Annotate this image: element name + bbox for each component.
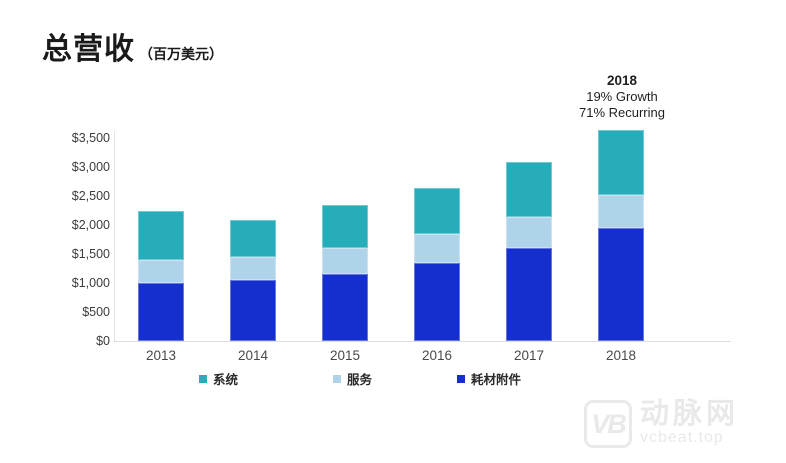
legend-item-systems: 系统 [199, 369, 238, 388]
bar-2015-services [322, 248, 368, 275]
bar-2015-systems [322, 205, 368, 249]
watermark-name: 动脉网 [640, 398, 740, 430]
page-title-unit: （百万美元） [139, 46, 223, 62]
bar-2018-systems [598, 129, 644, 195]
y-tick-label: $1,000 [71, 275, 110, 290]
bar-2017-services [506, 216, 552, 249]
instruments-accessories-legend-swatch [457, 374, 465, 383]
bar-2013-instruments-accessories [138, 283, 184, 341]
chart-title: 总营收 （百万美元） [42, 24, 223, 68]
y-tick-label: $3,000 [71, 159, 110, 174]
bar-2014-services [230, 257, 276, 281]
systems-legend-swatch [199, 374, 207, 383]
y-tick-label: $0 [96, 333, 110, 348]
bar-2016-services [414, 233, 460, 263]
bar-2015-instruments-accessories [322, 274, 368, 341]
x-tick-label-2017: 2017 [513, 348, 545, 363]
y-tick-label: $500 [82, 304, 110, 319]
bar-2013 [138, 210, 184, 341]
bar-2017-instruments-accessories [506, 248, 552, 341]
x-tick-label-2018: 2018 [605, 348, 637, 363]
page-title: 总营收 [42, 33, 135, 66]
watermark-url: vcbeat.top [640, 429, 724, 446]
bar-2014-systems [230, 219, 276, 258]
annotation-year: 2018 [606, 73, 638, 88]
legend-item-instruments-accessories: 耗材附件 [457, 369, 521, 388]
vb-logo-icon: VB [584, 400, 632, 448]
services-legend-label: 服务 [347, 373, 373, 387]
bar-2013-services [138, 260, 184, 284]
bar-2017 [506, 161, 552, 341]
annotation-growth: 19% Growth [586, 89, 658, 104]
y-tick-label: $2,500 [71, 188, 110, 203]
y-tick-label: $3,500 [71, 131, 110, 145]
bar-2017-systems [506, 161, 552, 217]
bar-2018-instruments-accessories [598, 228, 644, 341]
annotation-recurring: 71% Recurring [579, 104, 665, 120]
x-tick-label-2015: 2015 [329, 348, 361, 363]
bar-2018 [598, 129, 644, 341]
services-legend-swatch [333, 374, 341, 383]
bar-2015 [322, 205, 368, 341]
legend-item-services: 服务 [333, 369, 372, 388]
vcbeat-watermark: VB 动脉网 vcbeat.top [584, 400, 739, 448]
x-axis-line [114, 341, 731, 342]
y-tick-label: $2,000 [71, 217, 110, 232]
x-tick-label-2013: 2013 [145, 348, 177, 363]
y-axis-line [114, 131, 115, 341]
instruments-accessories-legend-label: 耗材附件 [471, 373, 522, 387]
x-tick-label-2014: 2014 [237, 348, 269, 363]
bar-2018-services [598, 194, 644, 229]
bar-2016-instruments-accessories [414, 262, 460, 341]
bar-2016 [414, 187, 460, 341]
bar-2016-systems [414, 187, 460, 234]
systems-legend-label: 系统 [213, 373, 239, 387]
x-tick-label-2016: 2016 [421, 348, 453, 363]
annotation-2018: 2018 19% Growth 71% Recurring [522, 73, 722, 120]
bar-2013-systems [138, 210, 184, 261]
bar-2014 [230, 219, 276, 341]
bar-2014-instruments-accessories [230, 280, 276, 341]
y-tick-label: $1,500 [71, 246, 110, 261]
